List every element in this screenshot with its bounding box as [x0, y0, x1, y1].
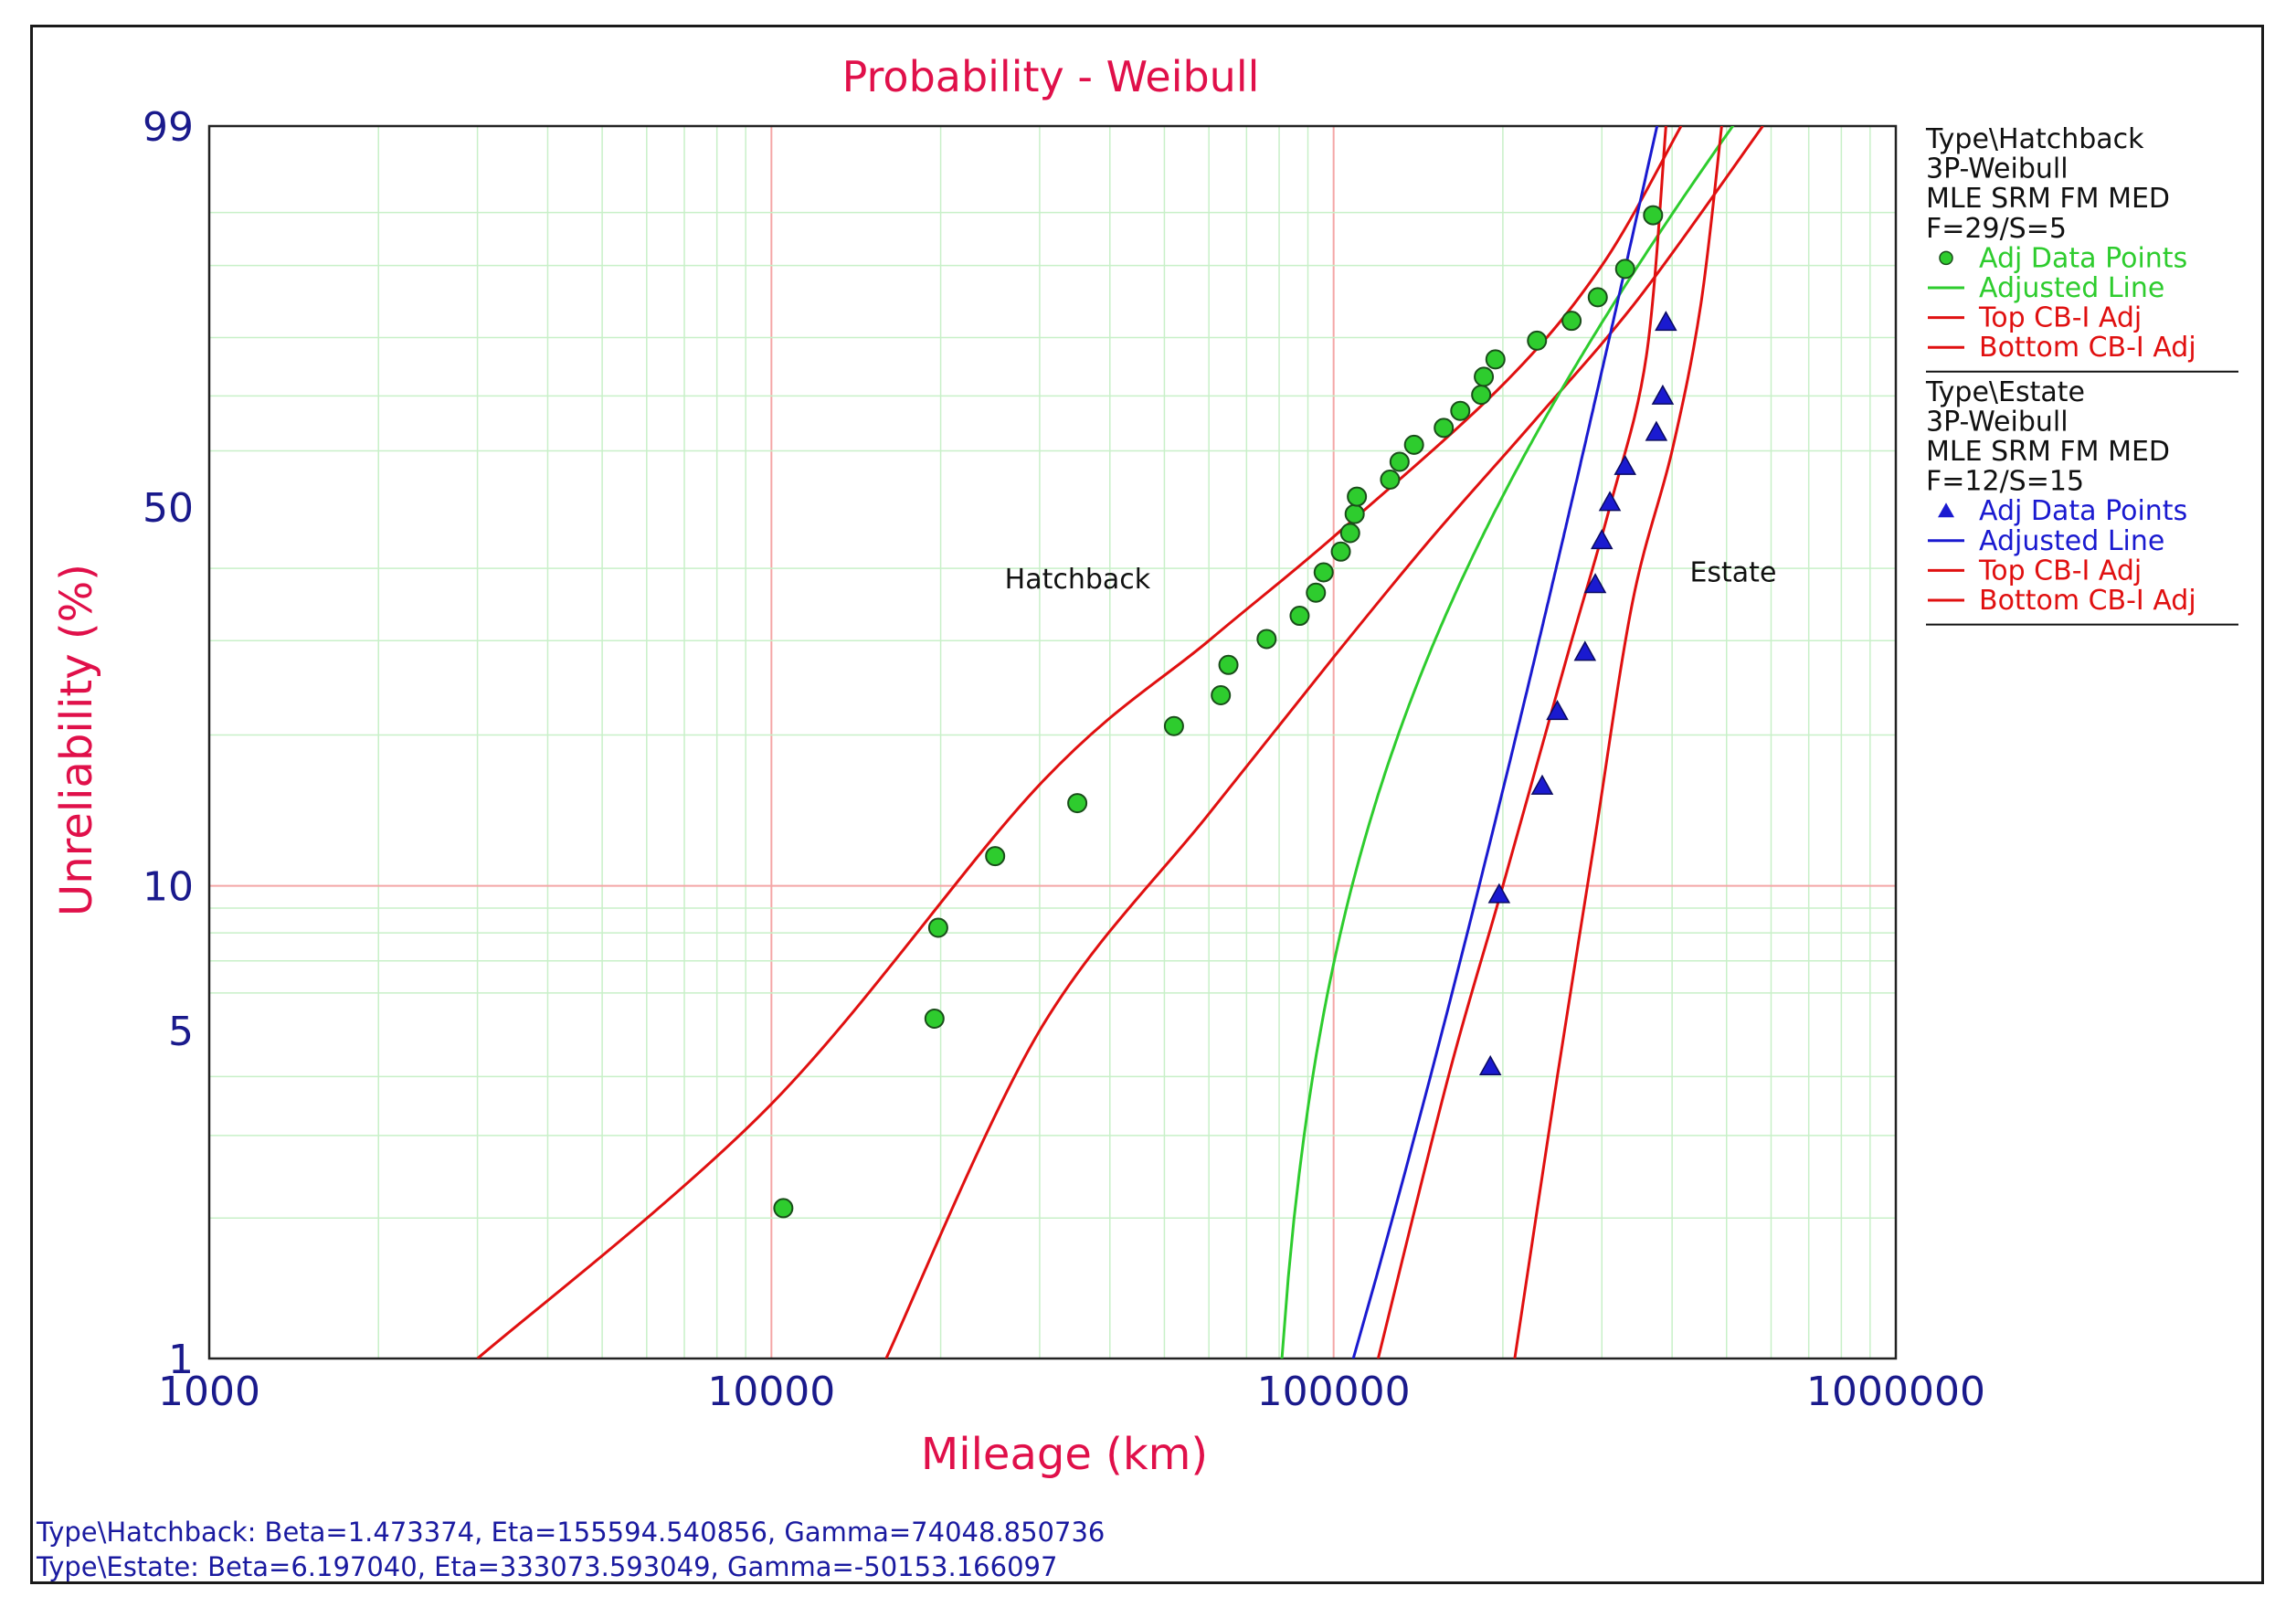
ci-bottom-curve-1 [1515, 126, 1722, 1359]
data-point-circle [1487, 350, 1505, 368]
data-point-circle [986, 847, 1004, 865]
data-point-circle [1391, 453, 1409, 471]
y-tick-label: 50 [143, 485, 194, 532]
data-point-circle [1381, 470, 1399, 489]
weibull-probability-chart: Probability - Weibull Mileage (km) Unrel… [0, 0, 2296, 1607]
data-point-triangle [1656, 312, 1676, 331]
legend-header-text: Type\Estate [1925, 376, 2085, 408]
ci-bottom-curve-0 [886, 126, 1763, 1359]
data-point-circle [1589, 288, 1607, 306]
legend-header-text: MLE SRM FM MED [1926, 436, 2170, 468]
legend-marker-circle [1940, 251, 1952, 264]
data-point-triangle [1480, 1056, 1500, 1074]
legend-header-text: F=29/S=5 [1926, 213, 2067, 245]
data-point-circle [1472, 386, 1490, 404]
legend-item-label: Adjusted Line [1979, 272, 2164, 304]
data-point-circle [1562, 312, 1581, 330]
grid [209, 126, 1896, 1359]
y-tick-label: 5 [168, 1009, 194, 1055]
legend-item-label: Top CB-I Adj [1978, 555, 2142, 587]
data-point-triangle [1592, 531, 1612, 549]
annotation-estate: Estate [1689, 557, 1776, 589]
x-tick-labels: 1000 10000 100000 1000000 [158, 1369, 1985, 1415]
data-point-circle [926, 1010, 944, 1028]
data-point-circle [1451, 402, 1469, 420]
x-tick-label: 10000 [707, 1369, 835, 1415]
y-tick-label: 10 [143, 864, 194, 911]
annotation-hatchback: Hatchback [1005, 564, 1151, 596]
data-point-circle [1644, 206, 1662, 225]
data-point-circle [1332, 543, 1350, 561]
data-point-triangle [1489, 884, 1509, 903]
legend-item-label: Adjusted Line [1979, 525, 2164, 557]
data-point-triangle [1653, 386, 1673, 404]
data-point-circle [1348, 488, 1366, 506]
curves [478, 98, 1763, 1498]
legend-header-text: Type\Hatchback [1925, 123, 2144, 155]
y-tick-labels: 1 5 10 50 99 [143, 104, 194, 1383]
data-point-circle [1616, 259, 1635, 278]
legend-item-label: Top CB-I Adj [1978, 302, 2142, 334]
data-point-circle [1405, 436, 1423, 454]
legend-header-text: 3P-Weibull [1926, 153, 2069, 185]
data-point-circle [1528, 332, 1546, 350]
data-point-triangle [1615, 456, 1635, 474]
data-point-circle [1346, 505, 1364, 523]
fit-line-0 [1274, 98, 1752, 1498]
data-point-circle [1165, 717, 1183, 735]
data-point-circle [1211, 686, 1230, 704]
legend-item-label: Bottom CB-I Adj [1979, 585, 2196, 617]
y-axis-label: Unreliability (%) [51, 564, 102, 916]
legend-header-text: 3P-Weibull [1926, 406, 2069, 438]
data-point-circle [1257, 629, 1275, 648]
data-point-triangle [1532, 776, 1552, 794]
data-point-circle [1307, 584, 1325, 602]
y-tick-label: 99 [143, 104, 194, 151]
legend-item-label: Adj Data Points [1979, 242, 2187, 274]
legend-header-text: F=12/S=15 [1926, 466, 2084, 498]
legend-header-text: MLE SRM FM MED [1926, 183, 2170, 215]
data-points [774, 206, 1676, 1218]
data-point-circle [1434, 418, 1453, 437]
data-point-circle [1341, 523, 1360, 542]
data-point-circle [1315, 563, 1333, 581]
data-point-circle [1290, 607, 1308, 625]
parameter-footer: Type\Hatchback: Beta=1.473374, Eta=15559… [33, 1513, 2262, 1581]
footer-line-hatchback: Type\Hatchback: Beta=1.473374, Eta=15559… [37, 1517, 1105, 1548]
data-point-circle [1220, 656, 1238, 674]
data-point-circle [1475, 367, 1493, 386]
chart-title: Probability - Weibull [842, 52, 1260, 101]
x-tick-label: 100000 [1257, 1369, 1411, 1415]
ci-top-curve-0 [478, 126, 1681, 1359]
data-point-triangle [1548, 702, 1568, 720]
plot-border [209, 126, 1896, 1359]
data-point-circle [774, 1199, 792, 1217]
data-point-triangle [1600, 492, 1620, 511]
x-axis-label: Mileage (km) [921, 1429, 1208, 1480]
legend-marker-triangle [1938, 502, 1954, 517]
footer-line-estate: Type\Estate: Beta=6.197040, Eta=333073.5… [37, 1551, 1057, 1582]
data-point-triangle [1575, 642, 1595, 661]
legend-item-label: Adj Data Points [1979, 495, 2187, 527]
legend-item-label: Bottom CB-I Adj [1979, 332, 2196, 364]
y-tick-label: 1 [168, 1337, 194, 1383]
x-tick-label: 1000000 [1806, 1369, 1985, 1415]
data-point-circle [1068, 794, 1086, 812]
data-point-triangle [1646, 422, 1666, 440]
data-point-circle [929, 919, 947, 937]
ci-top-curve-1 [1378, 126, 1666, 1359]
